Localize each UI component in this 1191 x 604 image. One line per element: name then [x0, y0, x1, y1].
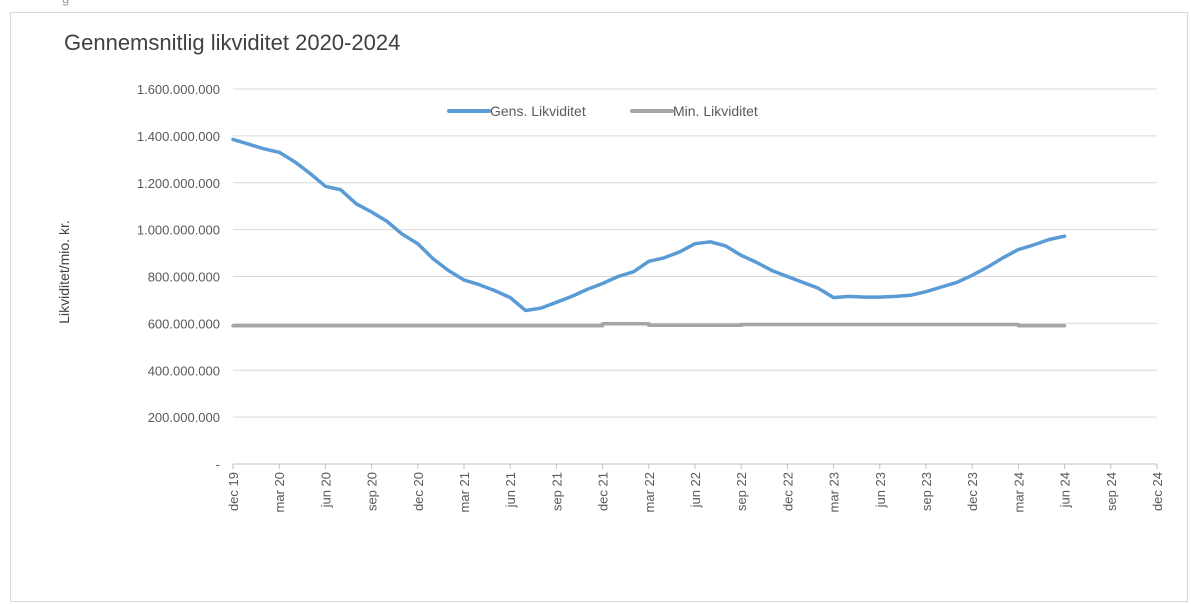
x-tick-label: jun 23 [873, 472, 888, 508]
series-line [231, 137, 1067, 313]
x-tick-label: jun 21 [503, 472, 518, 508]
x-tick-label: dec 20 [411, 472, 426, 511]
legend: Gens. Likviditet Min. Likviditet [447, 103, 758, 119]
x-tick-label: sep 21 [549, 472, 564, 511]
x-tick-label: jun 22 [688, 472, 703, 508]
legend-label: Min. Likviditet [673, 103, 758, 119]
x-tick-label: sep 24 [1104, 472, 1119, 511]
x-tick-label: sep 22 [734, 472, 749, 511]
header-fragment: g [0, 0, 1191, 10]
y-tick-label: 600.000.000 [148, 316, 220, 331]
x-tick-label: sep 23 [919, 472, 934, 511]
x-tick-labels: dec 19 mar 20 jun 20 sep 20 dec 20 mar 21 jun … [226, 472, 1165, 512]
x-tick-label: jun 20 [318, 472, 333, 508]
x-tick-label: dec 21 [596, 472, 611, 511]
header-fragment-text: g [62, 0, 69, 6]
y-tick-label: 400.000.000 [148, 363, 220, 378]
chart-frame [10, 12, 1188, 602]
y-tick-label: 1.200.000.000 [137, 176, 220, 191]
series-layer [231, 137, 1067, 328]
x-tick-label: mar 21 [457, 472, 472, 512]
y-tick-label: 800.000.000 [148, 270, 220, 285]
x-tick-label: mar 20 [272, 472, 287, 512]
x-tick-label: dec 23 [965, 472, 980, 511]
x-tick-label: dec 22 [780, 472, 795, 511]
legend-label: Gens. Likviditet [490, 103, 586, 119]
y-tick-label: 200.000.000 [148, 410, 220, 425]
y-tick-label: 1.000.000.000 [137, 223, 220, 238]
x-tick-label: dec 24 [1150, 472, 1165, 511]
y-tick-label: - [216, 457, 220, 472]
x-tick-label: jun 24 [1058, 472, 1073, 508]
x-tick-label: sep 20 [365, 472, 380, 511]
x-axis [232, 463, 1158, 469]
y-tick-label: 1.600.000.000 [137, 82, 220, 97]
x-tick-label: mar 24 [1011, 472, 1026, 512]
series-line [231, 322, 1067, 328]
y-tick-labels: - 200.000.000 400.000.000 600.000.000 800.00… [137, 82, 220, 472]
x-tick-label: mar 23 [827, 472, 842, 512]
gridlines [233, 88, 1157, 418]
x-tick-label: mar 22 [642, 472, 657, 512]
chart-title: Gennemsnitlig likviditet 2020-2024 [64, 30, 401, 55]
x-tick-label: dec 19 [226, 472, 241, 511]
y-tick-label: 1.400.000.000 [137, 129, 220, 144]
